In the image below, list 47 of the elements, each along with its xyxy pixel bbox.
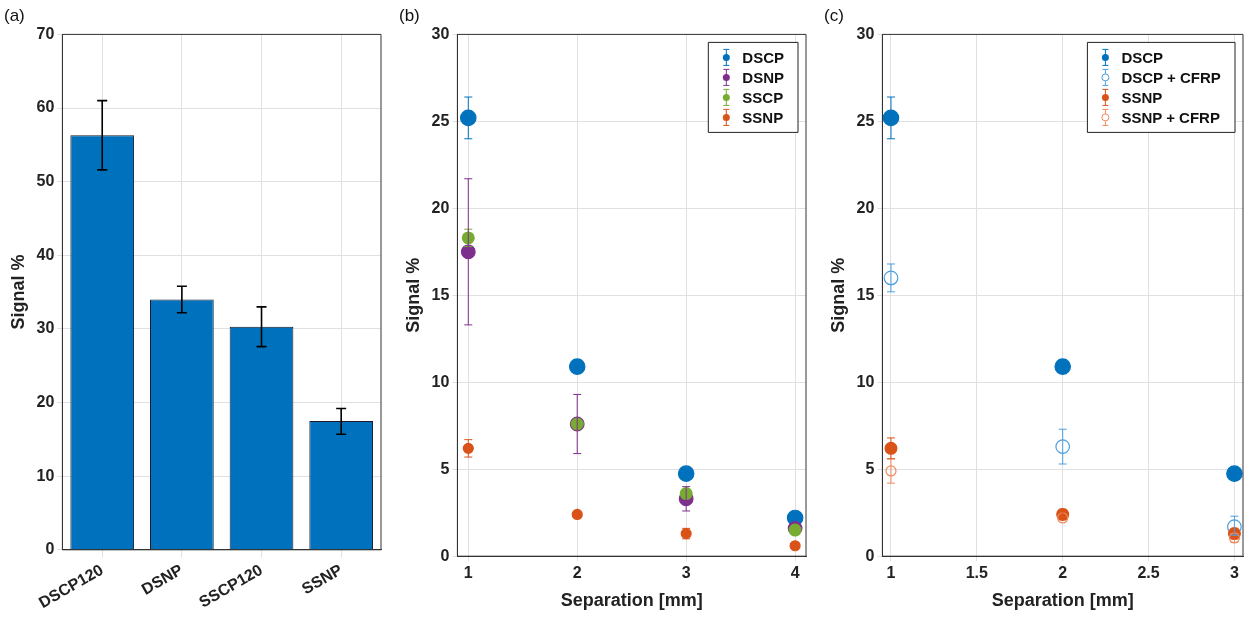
y-tick-label: 60	[36, 98, 55, 116]
y-axis-title: Signal %	[7, 254, 28, 330]
y-tick-label: 70	[36, 24, 55, 42]
y-axis-title: Signal %	[827, 257, 848, 333]
y-tick-label: 25	[856, 111, 875, 129]
y-tick-label: 10	[36, 466, 55, 484]
y-tick-label: 20	[431, 198, 450, 216]
y-tick-label: 10	[431, 372, 450, 390]
chart-title: (b)	[399, 5, 420, 25]
x-tick-label: 2	[1058, 564, 1068, 582]
legend-label: DSCP	[742, 48, 785, 66]
y-axis-title: Signal %	[402, 257, 423, 333]
y-tick-label: 20	[36, 392, 55, 410]
y-tick-label: 0	[45, 540, 55, 558]
chart-title: (c)	[824, 5, 844, 25]
legend-label: DSCP	[1121, 48, 1164, 66]
x-axis-title: Separation [mm]	[991, 590, 1134, 611]
legend-label: SSNP + CFRP	[1121, 108, 1220, 126]
y-tick-label: 10	[856, 372, 875, 390]
x-tick-label: 2.5	[1137, 564, 1160, 582]
legend-label: DSNP	[742, 68, 785, 86]
y-tick-label: 0	[865, 546, 875, 564]
y-tick-label: 30	[856, 24, 875, 42]
y-tick-label: 0	[440, 546, 450, 564]
x-tick-label: 1	[463, 564, 473, 582]
x-tick-label: 1	[886, 564, 896, 582]
x-tick-label: 3	[681, 564, 691, 582]
chart-title: (a)	[4, 5, 25, 25]
x-tick-label: 1.5	[965, 564, 989, 582]
y-tick-label: 15	[431, 285, 450, 303]
x-tick-label: 4	[790, 564, 800, 582]
y-tick-label: 5	[440, 459, 450, 477]
y-tick-label: 30	[431, 24, 450, 42]
y-tick-label: 30	[36, 319, 55, 337]
y-tick-label: 50	[36, 172, 55, 190]
y-tick-label: 5	[865, 459, 875, 477]
legend-label: SSCP	[742, 88, 784, 106]
legend-label: SSNP	[742, 108, 784, 126]
y-tick-label: 25	[431, 111, 450, 129]
x-tick-label: 2	[572, 564, 582, 582]
y-tick-label: 40	[36, 245, 55, 263]
x-axis-title: Separation [mm]	[560, 590, 703, 611]
legend-label: SSNP	[1121, 88, 1163, 106]
legend-label: DSCP + CFRP	[1121, 68, 1221, 86]
y-tick-label: 20	[856, 198, 875, 216]
x-tick-label: 3	[1229, 564, 1239, 582]
y-tick-label: 15	[856, 285, 875, 303]
